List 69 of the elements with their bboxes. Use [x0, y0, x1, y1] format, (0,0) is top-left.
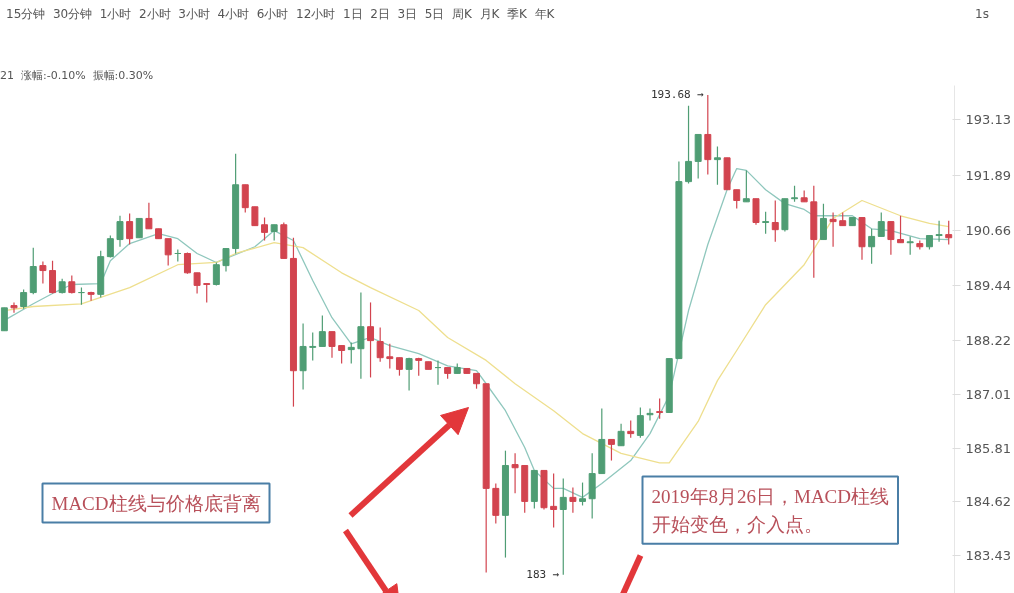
y-tick-label: 191.89: [965, 167, 1011, 183]
candlestick: [511, 452, 519, 494]
candlestick: [203, 282, 211, 304]
candlestick: [829, 212, 837, 248]
candlestick: [935, 220, 943, 243]
annotation: 183 →: [526, 568, 560, 582]
candlestick: [49, 260, 57, 295]
candlestick: [906, 235, 914, 256]
candlestick: [771, 199, 779, 243]
candlestick: [222, 247, 230, 273]
annotation: 2019年8月26日，MACD柱线开始变色，介入点。: [651, 485, 890, 535]
annotation: MACD柱线与价格底背离: [51, 492, 261, 514]
annotation: 193.68 →: [650, 88, 705, 102]
candlestick: [559, 477, 567, 576]
candlestick: [241, 184, 249, 214]
candlestick: [579, 481, 587, 507]
candlestick: [550, 472, 558, 529]
candlestick: [386, 343, 394, 370]
candlestick: [607, 438, 615, 462]
y-tick-label: 187.01: [965, 387, 1011, 403]
candlestick: [646, 407, 654, 422]
text: 15分钟 30分钟 1小时 2小时 3小时 4小时 6小时 12小时 1日 2日 3日 5日 周K 月K 季K 年K: [6, 6, 555, 23]
candlestick: [20, 288, 28, 310]
text: 1s: [975, 6, 989, 23]
candlestick: [897, 215, 905, 244]
candlestick: [733, 189, 741, 210]
text: 21 涨幅:-0.10% 振幅:0.30%: [0, 68, 154, 84]
y-tick-label: 193.13: [965, 112, 1011, 128]
candlestick: [762, 211, 770, 235]
candlestick: [569, 486, 577, 514]
candlestick: [617, 423, 625, 447]
y-tick-label: 188.22: [965, 332, 1011, 348]
candlestick: [10, 301, 18, 314]
candlestick: [713, 145, 721, 186]
candlestick: [126, 212, 134, 246]
candlestick: [636, 406, 644, 439]
candlestick: [116, 215, 124, 248]
candlestick: [685, 105, 693, 185]
candlestick: [819, 203, 827, 241]
candlestick: [0, 307, 8, 332]
candlestick: [39, 260, 47, 285]
candlestick: [656, 397, 664, 420]
candlestick: [742, 169, 750, 203]
candlestick: [193, 272, 201, 295]
y-tick-label: 189.44: [965, 277, 1011, 293]
candlestick: [405, 357, 413, 392]
y-tick-label: 183.43: [965, 547, 1011, 563]
candlestick: [87, 291, 95, 302]
candlestick: [376, 327, 384, 363]
candlestick: [106, 234, 114, 259]
candlestick: [318, 314, 326, 348]
candlestick: [251, 206, 259, 227]
candlestick: [945, 220, 953, 246]
candlestick: [164, 238, 172, 267]
y-tick-label: 190.66: [965, 223, 1011, 239]
y-tick-label: 184.62: [965, 494, 1011, 510]
candlestick: [887, 221, 895, 256]
candlestick: [135, 217, 143, 239]
y-tick-label: 185.81: [965, 440, 1011, 456]
candlestick: [328, 331, 336, 359]
candlestick: [145, 202, 153, 230]
candlestick: [752, 198, 760, 226]
candlestick: [357, 291, 365, 380]
candlestick: [868, 228, 876, 265]
candlestick: [261, 216, 269, 242]
candlestick: [309, 331, 317, 361]
candlestick: [367, 301, 375, 379]
candlestick: [877, 212, 885, 238]
candlestick: [347, 341, 355, 365]
